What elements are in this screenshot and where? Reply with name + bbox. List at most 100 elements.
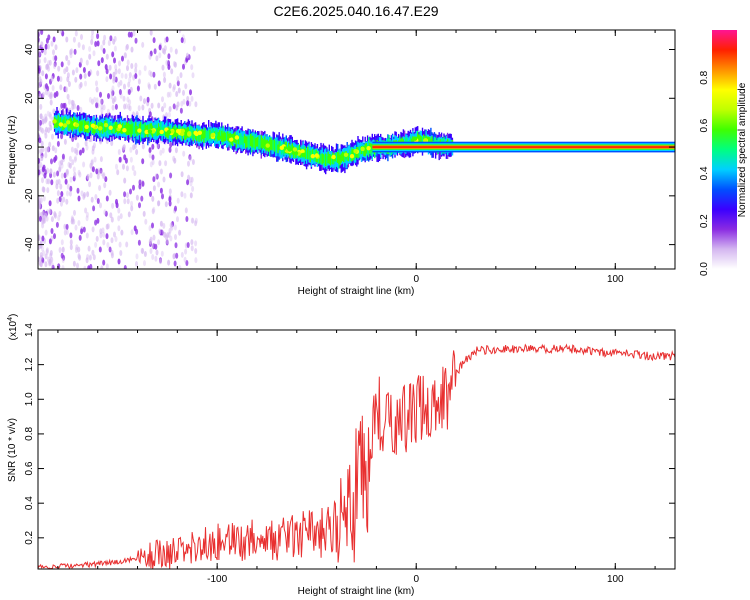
spectrogram-noise-blob [117,215,121,222]
spectrogram-noise-blob [51,145,55,152]
spectrogram-ridge-cell [221,130,223,142]
spectrogram-noise-blob [129,156,133,163]
spectrogram-noise-blob [50,228,54,234]
spectrogram-noise-blob [108,64,112,71]
spectrogram-noise-blob [173,157,177,164]
spectrogram-ridge-cell [429,137,431,146]
spectrogram-noise-blob [68,155,72,162]
spectrogram-noise-blob [49,99,53,106]
spectrogram-noise-blob [69,49,73,56]
spectrogram-noise-blob [119,250,123,256]
spectrogram-noise-blob [111,51,115,58]
spectrogram-noise-blob [189,192,193,199]
spectrogram-noise-blob [49,93,53,100]
spectrogram-noise-blob [148,53,152,60]
spectrogram-peak-blob [98,126,103,131]
spectrogram-xtick-label: -100 [207,274,227,285]
spectrogram-ridge-cell [320,153,322,164]
spectrogram-noise-blob [65,66,69,73]
spectrogram-noise-blob [178,265,182,269]
spectrogram-ridge-cell [235,134,237,148]
spectrogram-noise-blob [107,40,111,46]
spectrogram-noise-blob [53,61,57,67]
spectrogram-peak-blob [300,149,305,154]
spectrogram-noise-blob [126,198,130,205]
spectrogram-peak-blob [287,146,292,151]
spectrogram-noise-blob [65,228,69,235]
spectrogram-noise-blob [124,157,128,164]
spectrogram-noise-blob [56,190,60,197]
spectrogram-noise-blob [135,253,139,260]
spectrogram-noise-blob [191,72,195,79]
spectrogram-noise-blob [95,235,99,242]
spectrogram-noise-blob [84,140,88,147]
spectrogram-noise-blob [73,103,77,110]
spectrogram-noise-blob [110,93,114,100]
spectrogram-ridge-cell [253,137,255,149]
spectrogram-noise-blob [89,172,93,179]
spectrogram-noise-blob [179,107,183,114]
spectrogram-noise-blob [180,37,184,44]
spectrogram-noise-blob [78,171,82,178]
snr-series-line [38,343,675,569]
spectrogram-noise-blob [102,39,106,46]
spectrogram-noise-blob [88,254,92,261]
spectrogram-noise-blob [118,89,122,95]
colorbar-tick-label: 0.8 [699,70,710,84]
spectrogram-noise-blob [53,211,57,218]
spectrogram-noise-blob [60,133,64,140]
spectrogram-peak-blob [293,151,299,156]
spectrogram-ridge-cell [174,128,176,137]
spectrogram-noise-blob [185,260,189,266]
spectrogram-ridge-cell [292,145,295,158]
spectrogram-noise-blob [50,216,54,223]
spectrogram-noise-blob [96,33,100,40]
spectrogram-noise-blob [190,95,194,102]
spectrogram-noise-blob [176,197,180,204]
spectrogram-xtick-label: 0 [413,274,419,285]
spectrogram-ridge-cell [185,129,187,140]
spectrogram-noise-blob [194,101,198,108]
spectrogram-noise-blob [159,220,163,227]
spectrogram-noise-blob [180,171,184,178]
spectrogram-noise-blob [117,207,121,214]
spectrogram-ridge-cell [328,154,330,164]
spectrogram-noise-blob [115,202,119,209]
spectrogram-peak-blob [216,135,222,140]
spectrogram-noise-blob [93,156,97,163]
spectrogram-noise-blob [168,196,172,203]
spectrogram-noise-blob [182,150,186,157]
spectrogram-noise-blob [188,100,192,107]
spectrogram-noise-blob [40,155,44,162]
spectrogram-noise-blob [55,90,59,97]
colorbar-tick-label: 0.4 [699,166,710,180]
spectrogram-noise-blob [47,256,51,263]
snr-scale-close: ) [8,314,19,317]
spectrogram-noise-blob [100,57,104,64]
spectrogram-noise-blob [66,183,70,190]
spectrogram-ridge-cell [143,122,145,135]
spectrogram-noise-blob [40,140,44,147]
spectrogram-noise-blob [70,48,74,55]
spectrogram-noise-blob [58,196,62,203]
spectrogram-ridge-cell [139,122,142,135]
spectrogram-noise-blob [74,224,78,231]
spectrogram-ridge-cell [198,129,200,142]
spectrogram-noise-blob [77,246,81,253]
spectrogram-ytick-label: 40 [24,44,35,56]
spectrogram-noise-blob [58,160,62,167]
spectrogram-noise-blob [157,181,161,188]
spectrogram-noise-blob [167,53,171,60]
spectrogram-ridge-cell [68,118,70,131]
spectrogram-noise-blob [82,226,86,233]
spectrogram-noise-blob [105,233,109,240]
spectrogram-noise-blob [66,190,69,197]
spectrogram-noise-blob [46,110,50,117]
spectrogram-noise-blob [94,241,98,248]
spectrogram-noise-blob [69,239,73,246]
spectrogram-noise-blob [188,176,192,183]
spectrogram-noise-blob [110,216,114,223]
spectrogram-noise-blob [127,31,131,38]
spectrogram-noise-blob [168,146,172,153]
spectrogram-noise-blob [123,103,127,110]
